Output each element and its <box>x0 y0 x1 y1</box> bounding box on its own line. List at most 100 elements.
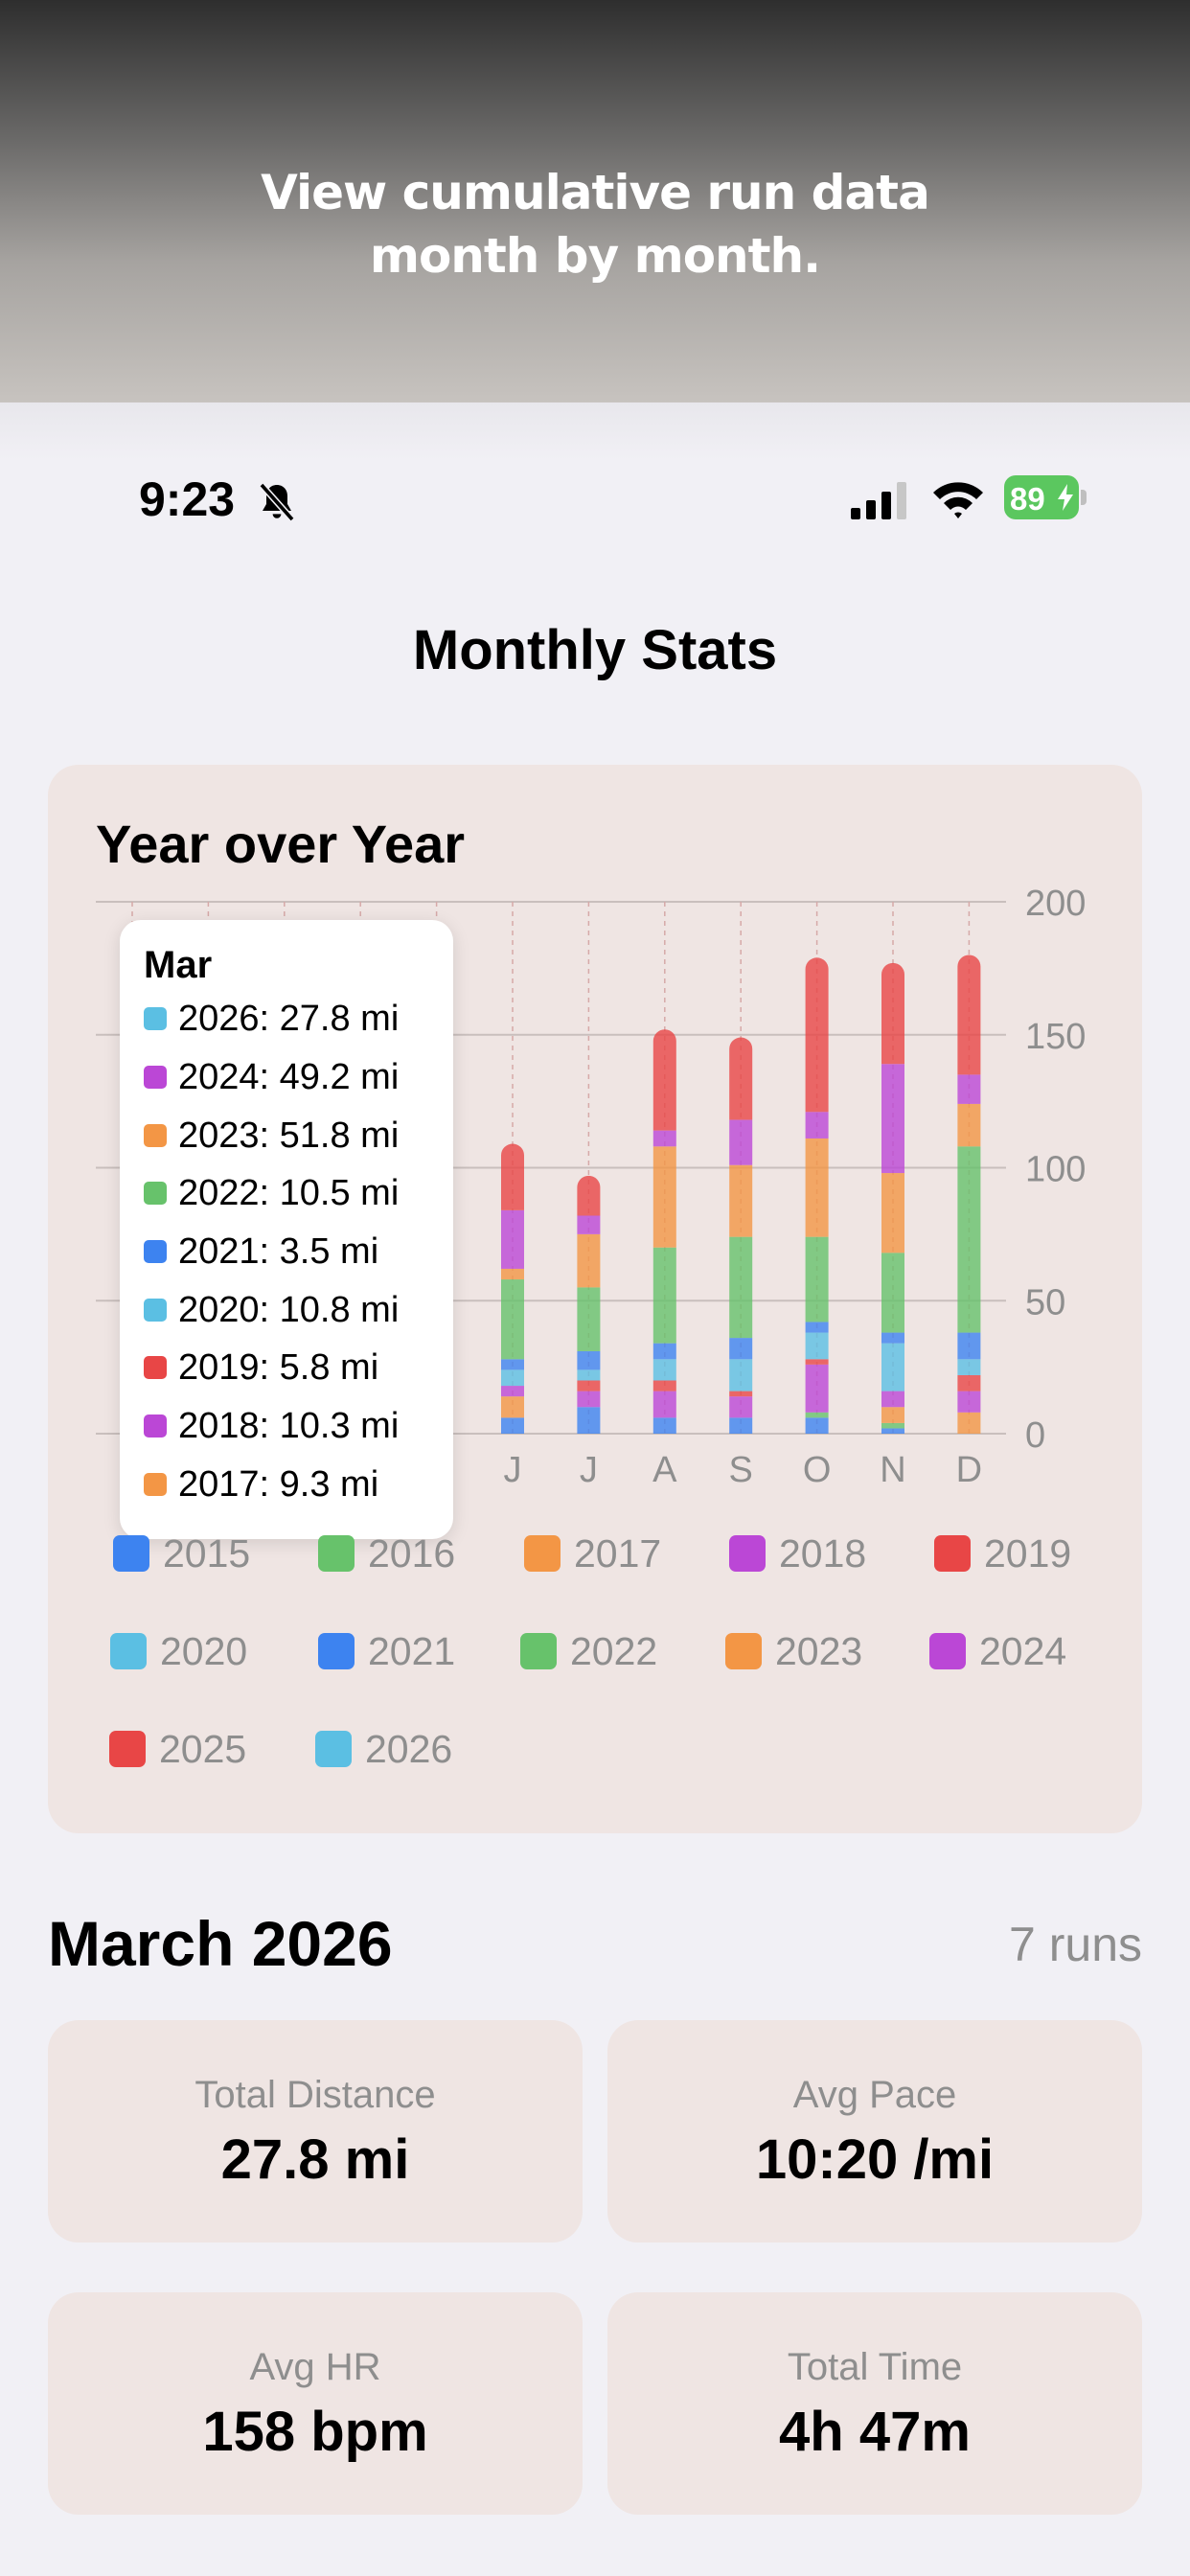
bar-segment <box>577 1391 601 1408</box>
tooltip-row-label: 2018: 10.3 mi <box>178 1405 400 1446</box>
bar-segment <box>652 1417 676 1434</box>
tooltip-row: 2026: 27.8 mi <box>144 995 399 1043</box>
promo-banner: View cumulative run data month by month. <box>0 0 1190 402</box>
legend-swatch <box>929 1633 966 1669</box>
bar-segment <box>729 1119 753 1165</box>
legend-item[interactable]: 2018 <box>729 1530 866 1577</box>
bar-segment <box>577 1175 601 1216</box>
bar-segment <box>957 1146 981 1333</box>
bar-segment <box>881 1428 904 1434</box>
legend-label: 2024 <box>979 1628 1067 1673</box>
bar-segment <box>805 1364 829 1413</box>
status-bar: 9:23 89 <box>0 460 1190 537</box>
legend-item[interactable]: 2021 <box>318 1627 455 1675</box>
tooltip-row-label: 2021: 3.5 mi <box>178 1230 379 1272</box>
bar-segment <box>652 1146 676 1248</box>
promo-line-2: month by month. <box>369 228 821 284</box>
battery-tip <box>1081 490 1087 505</box>
legend-item[interactable]: 2026 <box>315 1725 452 1773</box>
tooltip-row-label: 2024: 49.2 mi <box>178 1056 400 1097</box>
bar-segment <box>652 1380 676 1392</box>
tooltip-row: 2021: 3.5 mi <box>144 1228 378 1276</box>
stat-label: Total Distance <box>195 2074 436 2116</box>
bar-segment <box>652 1343 676 1360</box>
bar-segment <box>881 1343 904 1392</box>
legend-item[interactable]: 2022 <box>520 1627 657 1675</box>
bar-segment <box>501 1209 524 1269</box>
bar-segment <box>501 1369 524 1387</box>
bar-segment <box>501 1359 524 1370</box>
bar-segment <box>881 1173 904 1254</box>
legend-label: 2023 <box>775 1628 863 1673</box>
x-tick-label: D <box>956 1450 982 1490</box>
bar-segment <box>881 1422 904 1429</box>
bar-segment <box>577 1407 601 1434</box>
wifi-icon <box>933 482 983 518</box>
battery-level: 89 <box>1010 481 1045 517</box>
bar-segment <box>652 1247 676 1344</box>
legend-label: 2022 <box>570 1628 658 1673</box>
bar-segment <box>957 1359 981 1375</box>
bar-segment <box>805 1322 829 1333</box>
bell-slash-icon <box>259 482 295 522</box>
bar-segment <box>501 1279 524 1360</box>
x-tick-label: O <box>803 1450 832 1490</box>
stat-label: Avg HR <box>249 2346 381 2388</box>
bar-segment <box>957 1412 981 1434</box>
x-tick-label: N <box>880 1450 905 1490</box>
bar-segment <box>501 1386 524 1397</box>
legend-label: 2020 <box>160 1628 248 1673</box>
legend-item[interactable]: 2017 <box>524 1530 661 1577</box>
bar-segment <box>652 1130 676 1147</box>
legend-item[interactable]: 2023 <box>725 1627 862 1675</box>
x-tick-label: S <box>729 1450 753 1490</box>
bar-segment <box>805 1412 829 1418</box>
tooltip-swatch <box>144 1066 167 1089</box>
bar-segment <box>729 1338 753 1360</box>
bar-segment <box>957 1332 981 1360</box>
y-tick-label: 200 <box>1025 884 1086 924</box>
bar-segment <box>577 1287 601 1351</box>
page-title: Monthly Stats <box>412 619 778 681</box>
bar-segment <box>729 1164 753 1237</box>
stat-value: 27.8 mi <box>220 2128 410 2191</box>
stat-card-avg-hr: Avg HR 158 bpm <box>48 2292 583 2515</box>
y-tick-label: 50 <box>1025 1282 1065 1322</box>
bar-segment <box>577 1380 601 1392</box>
legend-item[interactable]: 2024 <box>929 1627 1066 1675</box>
run-count: 7 runs <box>1009 1918 1142 1971</box>
charging-bolt-icon <box>1058 484 1073 511</box>
legend-item[interactable]: 2019 <box>934 1530 1071 1577</box>
legend-item[interactable]: 2025 <box>109 1725 246 1773</box>
legend-item[interactable]: 2015 <box>113 1530 250 1577</box>
bar-segment <box>881 962 904 1065</box>
legend-label: 2016 <box>368 1530 456 1576</box>
tooltip-swatch <box>144 1182 167 1205</box>
bar-segment <box>501 1396 524 1418</box>
bar-segment <box>577 1215 601 1234</box>
bar-segment <box>805 1138 829 1237</box>
bar-segment <box>729 1359 753 1392</box>
legend-item[interactable]: 2016 <box>318 1530 455 1577</box>
bar-segment <box>501 1417 524 1434</box>
tooltip-swatch <box>144 1007 167 1030</box>
bar-segment <box>881 1407 904 1423</box>
legend-swatch <box>520 1633 557 1669</box>
tooltip-row-label: 2022: 10.5 mi <box>178 1172 400 1213</box>
month-title: March 2026 <box>48 1908 393 1979</box>
y-tick-label: 0 <box>1025 1415 1045 1456</box>
bar-segment <box>805 1332 829 1360</box>
legend-swatch <box>318 1633 355 1669</box>
bar-segment <box>652 1029 676 1131</box>
tooltip-swatch <box>144 1356 167 1379</box>
tooltip-row: 2019: 5.8 mi <box>144 1344 378 1392</box>
tooltip-row-label: 2026: 27.8 mi <box>178 998 400 1039</box>
x-tick-label: J <box>504 1450 522 1490</box>
tooltip-swatch <box>144 1299 167 1322</box>
legend-label: 2019 <box>984 1530 1072 1576</box>
legend-item[interactable]: 2020 <box>110 1627 247 1675</box>
bar-segment <box>501 1143 524 1210</box>
stat-label: Avg Pace <box>792 2074 957 2116</box>
tooltip-row: 2018: 10.3 mi <box>144 1402 399 1450</box>
legend-swatch <box>110 1633 147 1669</box>
